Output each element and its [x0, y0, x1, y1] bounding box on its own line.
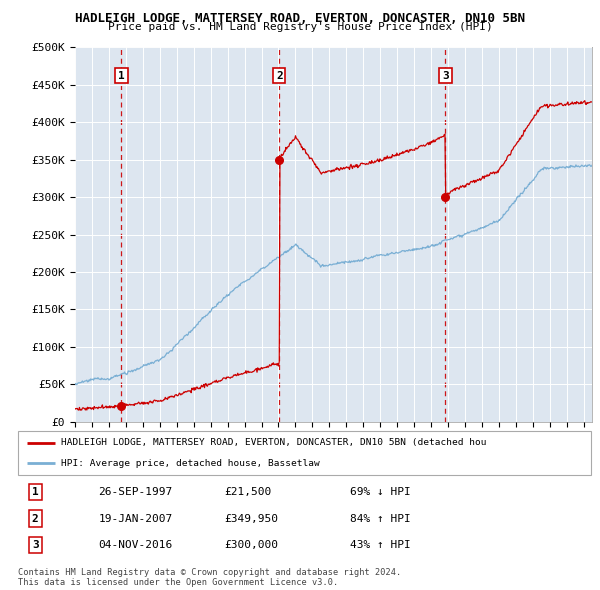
FancyBboxPatch shape [18, 431, 591, 475]
Text: 1: 1 [118, 71, 125, 81]
Text: Contains HM Land Registry data © Crown copyright and database right 2024.: Contains HM Land Registry data © Crown c… [18, 568, 401, 576]
Text: 04-NOV-2016: 04-NOV-2016 [98, 540, 172, 550]
Text: 3: 3 [32, 540, 38, 550]
Text: 84% ↑ HPI: 84% ↑ HPI [350, 513, 411, 523]
Text: £21,500: £21,500 [224, 487, 272, 497]
Text: 3: 3 [442, 71, 449, 81]
Text: £349,950: £349,950 [224, 513, 278, 523]
Text: This data is licensed under the Open Government Licence v3.0.: This data is licensed under the Open Gov… [18, 578, 338, 587]
Text: 26-SEP-1997: 26-SEP-1997 [98, 487, 172, 497]
Text: £300,000: £300,000 [224, 540, 278, 550]
Text: 43% ↑ HPI: 43% ↑ HPI [350, 540, 411, 550]
Text: 2: 2 [276, 71, 283, 81]
Text: 69% ↓ HPI: 69% ↓ HPI [350, 487, 411, 497]
Text: HPI: Average price, detached house, Bassetlaw: HPI: Average price, detached house, Bass… [61, 458, 320, 467]
Text: HADLEIGH LODGE, MATTERSEY ROAD, EVERTON, DONCASTER, DN10 5BN (detached hou: HADLEIGH LODGE, MATTERSEY ROAD, EVERTON,… [61, 438, 487, 447]
Text: 19-JAN-2007: 19-JAN-2007 [98, 513, 172, 523]
Text: 1: 1 [32, 487, 38, 497]
Text: 2: 2 [32, 513, 38, 523]
Text: HADLEIGH LODGE, MATTERSEY ROAD, EVERTON, DONCASTER, DN10 5BN: HADLEIGH LODGE, MATTERSEY ROAD, EVERTON,… [75, 12, 525, 25]
Text: Price paid vs. HM Land Registry's House Price Index (HPI): Price paid vs. HM Land Registry's House … [107, 22, 493, 32]
